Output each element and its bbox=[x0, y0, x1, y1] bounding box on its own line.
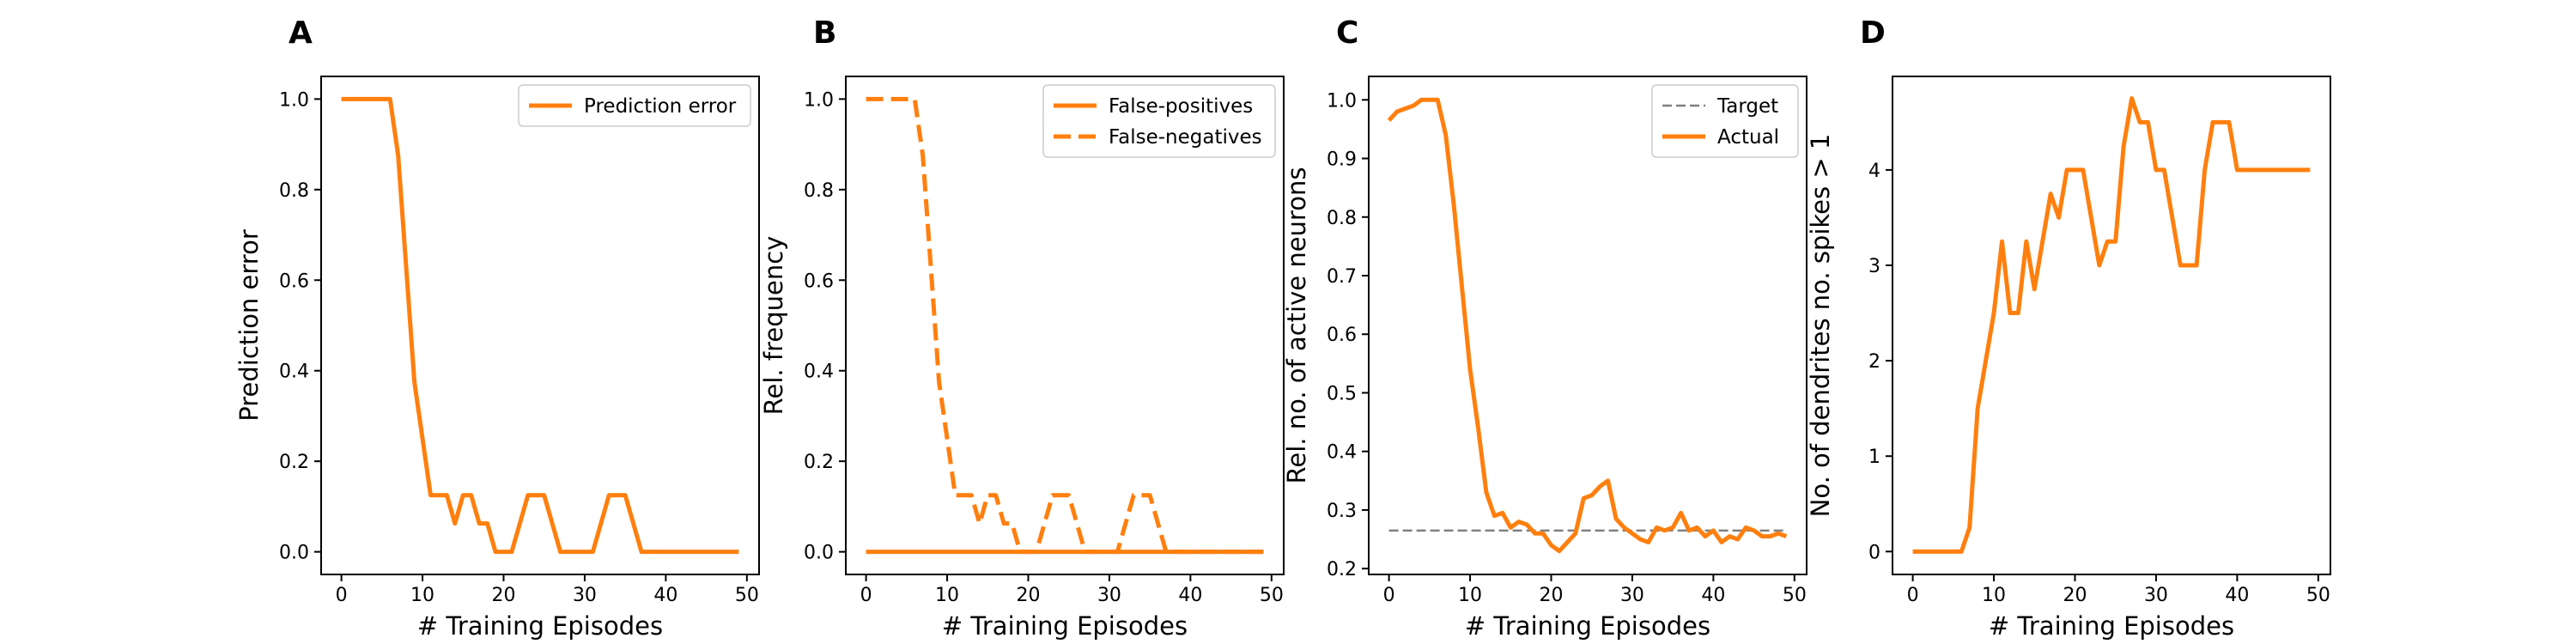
x-tick-label: 30 bbox=[573, 585, 597, 606]
x-tick-label: 20 bbox=[1540, 585, 1564, 606]
y-tick-label: 0.8 bbox=[1327, 208, 1357, 229]
legend-label: Target bbox=[1716, 95, 1778, 118]
y-tick-label: 1.0 bbox=[804, 89, 834, 111]
legend-frame bbox=[1042, 84, 1276, 158]
y-tick-label: 1.0 bbox=[279, 89, 309, 111]
y-tick-label: 0.0 bbox=[804, 543, 834, 564]
panel-letter: C bbox=[1336, 15, 1358, 51]
plot-frame bbox=[845, 76, 1285, 575]
y-tick-label: 0.2 bbox=[279, 452, 309, 473]
y-tick-label: 1 bbox=[1868, 447, 1880, 468]
y-tick-label: 0.2 bbox=[804, 452, 834, 473]
x-axis-label: # Training Episodes bbox=[942, 611, 1188, 641]
y-tick-label: 0.8 bbox=[804, 180, 834, 202]
legend: Target Actual bbox=[1651, 84, 1799, 158]
y-tick-label: 0.6 bbox=[279, 270, 309, 292]
x-tick-label: 30 bbox=[1097, 585, 1121, 606]
y-tick-label: 3 bbox=[1868, 256, 1880, 277]
x-tick-label: 0 bbox=[1907, 585, 1919, 606]
x-tick-label: 10 bbox=[1982, 585, 2006, 606]
x-axis-label: # Training Episodes bbox=[1465, 611, 1710, 641]
x-tick-label: 50 bbox=[735, 585, 759, 606]
panel-c: C 0 10 20 30 40 50 0.2 0.3 0.4 0.5 0.6 0.7 0.8 0.9 1.0 #… bbox=[1282, 15, 1807, 641]
x-tick-label: 10 bbox=[935, 585, 959, 606]
y-tick-label: 0.8 bbox=[279, 180, 309, 202]
x-tick-label: 0 bbox=[860, 585, 872, 606]
y-axis-label: Rel. no. of active neurons bbox=[1282, 167, 1311, 484]
y-tick-label: 0.0 bbox=[279, 543, 309, 564]
legend-label: False-negatives bbox=[1109, 126, 1262, 149]
panel-b: B 0 10 20 30 40 50 0.0 0.2 0.4 0.6 0.8 1.0 # Training… bbox=[759, 15, 1285, 641]
x-tick-label: 50 bbox=[1783, 585, 1807, 606]
x-tick-label: 10 bbox=[410, 585, 434, 606]
panel-d: D 0 10 20 30 40 50 0 1 2 3 4 # Training Episodes No. … bbox=[1806, 15, 2331, 641]
x-tick-label: 30 bbox=[2144, 585, 2168, 606]
y-tick-label: 0.6 bbox=[1327, 325, 1357, 346]
series-line-prediction-error bbox=[341, 96, 739, 555]
plot-frame bbox=[1892, 76, 2331, 575]
legend: Prediction error bbox=[518, 84, 751, 127]
y-tick-label: 0.4 bbox=[804, 361, 834, 383]
y-axis-label: No. of dendrites no. spikes > 1 bbox=[1806, 134, 1835, 518]
x-tick-label: 50 bbox=[1260, 585, 1284, 606]
legend-label: False-positives bbox=[1109, 95, 1253, 118]
panel-letter: A bbox=[289, 15, 313, 51]
x-tick-label: 40 bbox=[1701, 585, 1725, 606]
y-tick-label: 0.9 bbox=[1327, 149, 1357, 171]
x-tick-label: 0 bbox=[1383, 585, 1395, 606]
x-tick-label: 20 bbox=[492, 585, 516, 606]
plot-frame bbox=[1368, 76, 1807, 575]
panel-letter: B bbox=[813, 15, 836, 51]
panel-a: A 0 10 20 30 40 50 0.0 0.2 0.4 0.6 0.8 1.0 # Training… bbox=[234, 15, 760, 641]
x-tick-label: 0 bbox=[336, 585, 348, 606]
x-tick-label: 10 bbox=[1458, 585, 1482, 606]
x-tick-label: 50 bbox=[2306, 585, 2330, 606]
series-line-false-negatives bbox=[866, 96, 1264, 555]
legend: False-positives False-negatives bbox=[1042, 84, 1276, 158]
y-tick-label: 0.5 bbox=[1327, 383, 1357, 404]
y-tick-label: 0 bbox=[1868, 542, 1880, 563]
legend-label: Prediction error bbox=[584, 95, 737, 118]
x-tick-label: 20 bbox=[1017, 585, 1041, 606]
x-axis-label: # Training Episodes bbox=[1989, 611, 2234, 641]
y-tick-label: 4 bbox=[1868, 161, 1880, 182]
y-tick-label: 0.4 bbox=[279, 361, 309, 383]
legend-frame bbox=[518, 84, 751, 127]
y-tick-label: 2 bbox=[1868, 351, 1880, 373]
x-tick-label: 30 bbox=[1620, 585, 1644, 606]
x-tick-label: 40 bbox=[653, 585, 677, 606]
plot-frame bbox=[320, 76, 760, 575]
series-line-actual bbox=[1387, 97, 1788, 554]
y-axis-label: Rel. frequency bbox=[759, 236, 788, 416]
legend-label: Actual bbox=[1717, 126, 1779, 149]
y-tick-label: 0.2 bbox=[1327, 559, 1357, 580]
y-axis-label: Prediction error bbox=[234, 229, 264, 422]
legend-frame bbox=[1651, 84, 1799, 158]
panel-letter: D bbox=[1860, 15, 1886, 51]
y-tick-label: 0.4 bbox=[1327, 442, 1357, 464]
x-tick-label: 40 bbox=[2225, 585, 2249, 606]
y-tick-label: 0.3 bbox=[1327, 501, 1357, 522]
x-tick-label: 20 bbox=[2063, 585, 2087, 606]
x-axis-label: # Training Episodes bbox=[417, 611, 663, 641]
y-tick-label: 1.0 bbox=[1327, 90, 1357, 112]
series-line-data bbox=[1912, 96, 2311, 554]
y-tick-label: 0.6 bbox=[804, 270, 834, 292]
x-tick-label: 40 bbox=[1178, 585, 1202, 606]
y-tick-label: 0.7 bbox=[1327, 266, 1357, 288]
